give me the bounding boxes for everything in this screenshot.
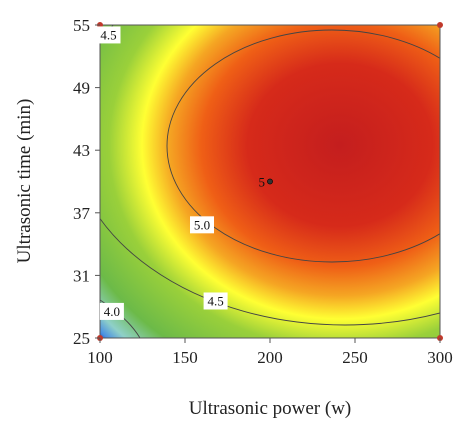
x-axis: 100 150 200 250 300 [87, 338, 453, 367]
y-tick-label: 55 [73, 16, 90, 35]
corner-marker [437, 22, 443, 28]
contour-label-text: 4.0 [104, 304, 120, 319]
x-axis-title: Ultrasonic power (w) [189, 398, 352, 419]
contour-label: 5.0 [190, 216, 214, 234]
center-point: 5 [259, 175, 273, 190]
contour-line-4-5 [100, 25, 440, 326]
contour-line-5-0 [166, 29, 440, 263]
contour-label: 4.0 [99, 302, 124, 320]
contour-label-background [99, 302, 124, 320]
contour-label-background [96, 26, 121, 44]
x-tick-label: 250 [342, 348, 368, 367]
contour-label-text: 5.0 [194, 217, 210, 232]
x-tick-label: 300 [427, 348, 453, 367]
y-tick-label: 25 [73, 329, 90, 348]
center-point-marker [267, 178, 273, 185]
x-tick-label: 200 [257, 348, 283, 367]
y-axis: 25 31 37 43 49 55 [73, 16, 100, 348]
center-point-label: 5 [259, 175, 266, 190]
contour-label: 4.5 [96, 26, 121, 44]
y-axis-title: Ultrasonic time (min) [14, 99, 35, 264]
plot-area [100, 25, 440, 338]
y-tick-label: 43 [73, 141, 90, 160]
contour-label-background [190, 216, 214, 234]
contour-label-background [203, 292, 228, 310]
y-tick-label: 31 [73, 266, 90, 285]
x-tick-label: 150 [172, 348, 198, 367]
contour-labels: 4.0 4.5 4.5 5.0 [96, 26, 228, 320]
y-tick-label: 37 [73, 204, 91, 223]
x-tick-label: 100 [87, 348, 113, 367]
contour-label-text: 4.5 [100, 27, 116, 42]
y-tick-label: 49 [73, 79, 90, 98]
contour-label-text: 4.5 [207, 293, 223, 308]
contour-label: 4.5 [203, 292, 228, 310]
